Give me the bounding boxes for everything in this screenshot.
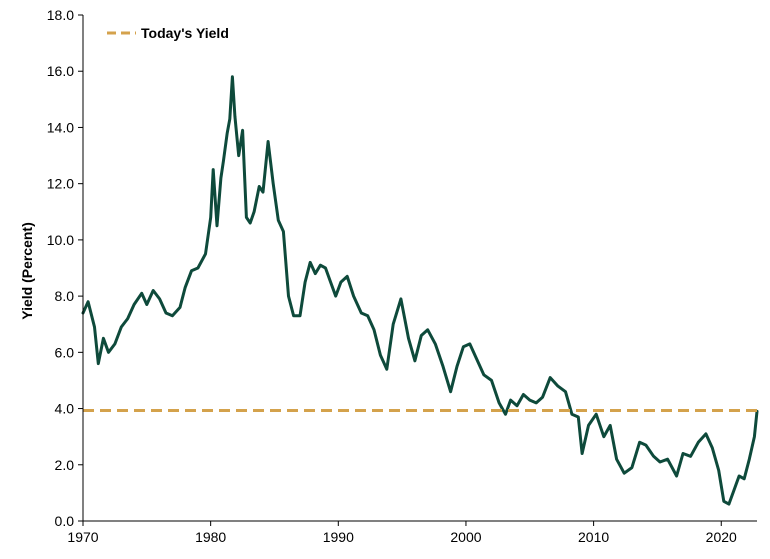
- x-tick-label: 2020: [706, 529, 737, 545]
- y-tick-label: 12.0: [47, 176, 74, 192]
- y-axis: 0.0 2.0 4.0 6.0 8.0 10.0 12.0 14.0 16.0 18.0: [47, 7, 84, 529]
- plot-area: [81, 75, 759, 506]
- y-axis-title: Yield (Percent): [19, 222, 35, 320]
- x-tick-label: 2010: [578, 529, 609, 545]
- y-tick-label: 0.0: [55, 513, 75, 529]
- y-tick-label: 6.0: [55, 344, 75, 360]
- x-tick-label: 1970: [67, 529, 98, 545]
- y-tick-label: 16.0: [47, 63, 74, 79]
- y-tick-label: 10.0: [47, 232, 74, 248]
- y-tick-label: 2.0: [55, 457, 75, 473]
- legend-todays-yield-label: Today's Yield: [141, 25, 229, 41]
- x-tick-label: 1990: [323, 529, 354, 545]
- x-tick-label: 2000: [450, 529, 481, 545]
- x-tick-label: 1980: [195, 529, 226, 545]
- y-tick-label: 18.0: [47, 7, 74, 23]
- yield-series-line: [81, 75, 759, 506]
- legend: Today's Yield: [107, 25, 229, 41]
- x-axis: 1970 1980 1990 2000 2010 2020: [67, 520, 757, 545]
- y-tick-label: 4.0: [55, 401, 75, 417]
- y-tick-label: 14.0: [47, 119, 74, 135]
- y-tick-label: 8.0: [55, 288, 75, 304]
